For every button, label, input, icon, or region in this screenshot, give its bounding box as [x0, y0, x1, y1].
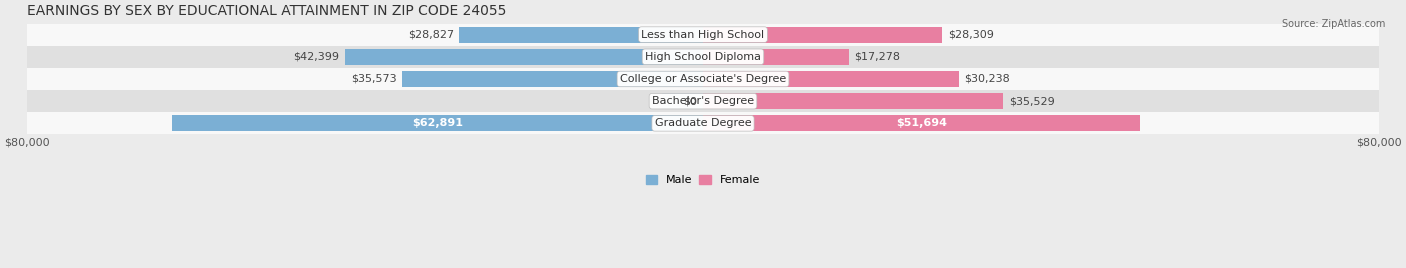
- Text: Less than High School: Less than High School: [641, 29, 765, 40]
- Text: Source: ZipAtlas.com: Source: ZipAtlas.com: [1281, 19, 1385, 29]
- Text: $62,891: $62,891: [412, 118, 463, 128]
- Bar: [172, 115, 703, 131]
- Bar: [402, 71, 703, 87]
- Text: $28,309: $28,309: [948, 29, 994, 40]
- Text: Bachelor's Degree: Bachelor's Degree: [652, 96, 754, 106]
- Text: High School Diploma: High School Diploma: [645, 52, 761, 62]
- Text: EARNINGS BY SEX BY EDUCATIONAL ATTAINMENT IN ZIP CODE 24055: EARNINGS BY SEX BY EDUCATIONAL ATTAINMEN…: [27, 4, 506, 18]
- Text: $17,278: $17,278: [855, 52, 900, 62]
- Bar: [460, 27, 703, 43]
- Text: Graduate Degree: Graduate Degree: [655, 118, 751, 128]
- Text: College or Associate's Degree: College or Associate's Degree: [620, 74, 786, 84]
- Bar: [703, 71, 959, 87]
- Text: $28,827: $28,827: [408, 29, 454, 40]
- Text: $35,529: $35,529: [1008, 96, 1054, 106]
- Text: $0: $0: [683, 96, 697, 106]
- Bar: [27, 46, 1379, 68]
- Bar: [27, 24, 1379, 46]
- Text: $35,573: $35,573: [352, 74, 396, 84]
- Text: $30,238: $30,238: [965, 74, 1010, 84]
- Bar: [703, 115, 1140, 131]
- Legend: Male, Female: Male, Female: [641, 171, 765, 190]
- Bar: [662, 93, 703, 109]
- Bar: [27, 68, 1379, 90]
- Bar: [27, 112, 1379, 135]
- Text: $42,399: $42,399: [294, 52, 339, 62]
- Text: $51,694: $51,694: [896, 118, 946, 128]
- Bar: [27, 90, 1379, 112]
- Bar: [344, 49, 703, 65]
- Bar: [703, 93, 1004, 109]
- Bar: [703, 27, 942, 43]
- Bar: [703, 49, 849, 65]
